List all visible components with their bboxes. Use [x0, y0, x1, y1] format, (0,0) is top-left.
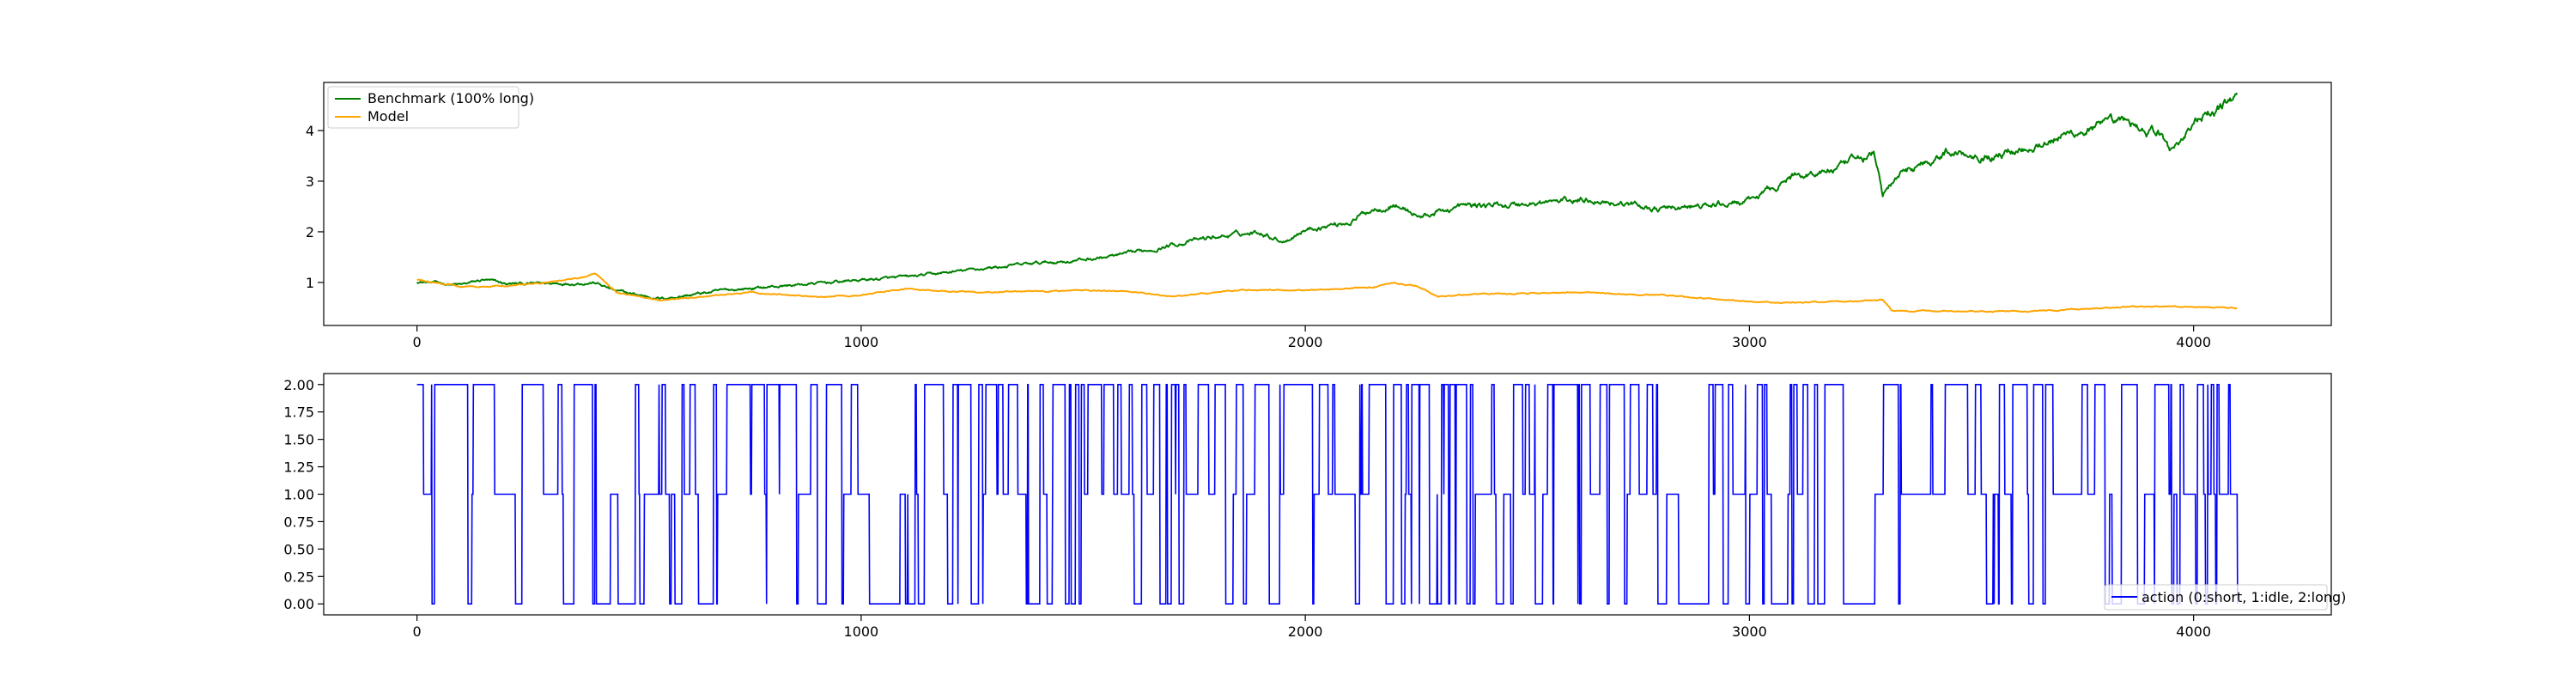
series-line-action	[416, 383, 2239, 605]
y-tick-label: 4	[306, 123, 314, 139]
legend-label-action: action (0:short, 1:idle, 2:long)	[2142, 589, 2346, 605]
equity-series-group	[416, 92, 2239, 313]
equity-axes-frame	[323, 82, 2332, 326]
legend-label-model: Model	[368, 108, 409, 125]
action-legend: action (0:short, 1:idle, 2:long)	[2104, 584, 2346, 611]
action-x-ticks: 0 1000 2000 3000 4000	[413, 615, 2211, 640]
action-legend-box	[2104, 584, 2328, 611]
action-series-group	[416, 383, 2239, 605]
equity-legend: Benchmark (100% long) Model	[327, 86, 534, 129]
x-tick-label: 0	[413, 334, 422, 350]
x-tick-label: 0	[413, 623, 422, 640]
y-tick-label: 1.75	[283, 404, 314, 421]
y-tick-label: 1	[306, 275, 314, 291]
y-tick-label: 3	[306, 173, 314, 190]
action-chart: 0 1000 2000 3000 4000 0.00 0.25 0.50 0.75 1.00 1.…	[283, 373, 2346, 640]
x-tick-label: 2000	[1288, 334, 1323, 350]
y-tick-label: 0.00	[283, 596, 314, 612]
y-tick-label: 1.25	[283, 459, 314, 476]
x-tick-label: 1000	[844, 334, 879, 350]
y-tick-label: 2.00	[283, 377, 314, 393]
legend-label-benchmark: Benchmark (100% long)	[368, 90, 534, 106]
x-tick-label: 4000	[2176, 334, 2211, 350]
action-y-ticks: 0.00 0.25 0.50 0.75 1.00 1.25 1.50 1.75 2.00	[283, 377, 324, 612]
equity-chart: 0 1000 2000 3000 4000 1 2 3 4 Benchmark (100% l…	[306, 82, 2332, 350]
x-tick-label: 1000	[844, 623, 879, 640]
y-tick-label: 0.75	[283, 514, 314, 530]
y-tick-label: 1.00	[283, 487, 314, 503]
equity-x-ticks: 0 1000 2000 3000 4000	[413, 325, 2211, 350]
equity-y-ticks: 1 2 3 4	[306, 123, 324, 291]
x-tick-label: 3000	[1732, 334, 1767, 350]
y-tick-label: 0.50	[283, 541, 314, 557]
y-tick-label: 2	[306, 224, 314, 240]
series-line-benchmark	[416, 92, 2239, 301]
y-tick-label: 0.25	[283, 568, 314, 585]
x-tick-label: 2000	[1288, 623, 1323, 640]
series-line-model	[416, 272, 2238, 313]
y-tick-label: 1.50	[283, 432, 314, 448]
x-tick-label: 4000	[2176, 623, 2211, 640]
equity-legend-box	[327, 86, 519, 129]
x-tick-label: 3000	[1732, 623, 1767, 640]
